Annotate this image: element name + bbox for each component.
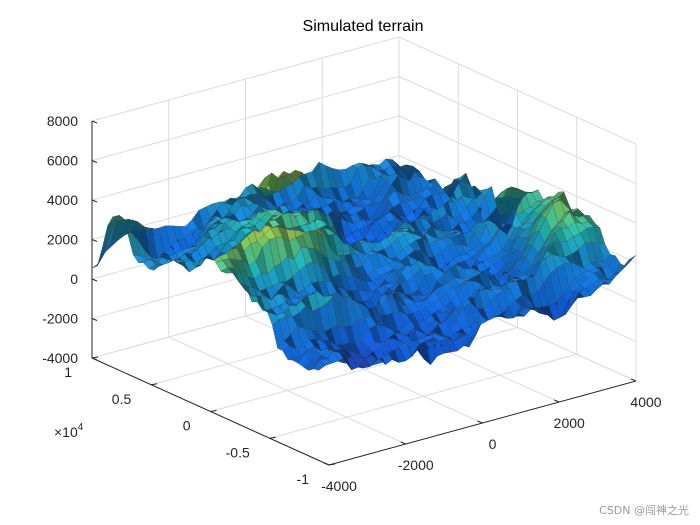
z-tick-mark xyxy=(91,160,98,163)
y-tick-mark xyxy=(328,463,336,466)
x-tick-label: -2000 xyxy=(398,457,434,473)
z-tick-mark xyxy=(91,120,98,124)
x-tick-label: -4000 xyxy=(321,478,357,494)
grid-line-side-z xyxy=(398,36,637,145)
y-tick-label: 0.5 xyxy=(112,391,132,407)
z-tick-label: 0 xyxy=(70,271,78,287)
z-tick-label: 6000 xyxy=(47,153,78,169)
x-tick-label: 0 xyxy=(489,436,497,452)
grid-line-side-z xyxy=(398,115,637,224)
z-axis-ticks: -4000 -2000 0 2000 4000 6000 8000 xyxy=(42,113,98,366)
x-tick-mark xyxy=(630,378,637,382)
y-tick-mark xyxy=(269,436,276,439)
x-axis-ticks: -4000 -2000 0 2000 4000 xyxy=(321,378,662,494)
y-axis-exponent-base: ×10 xyxy=(54,424,78,440)
y-axis-ticks: -1 -0.5 0 0.5 1 xyxy=(64,356,336,487)
x-tick-mark xyxy=(554,399,560,403)
watermark: CSDN @闯神之光 xyxy=(599,503,689,517)
grid-line-wall-z xyxy=(91,36,400,122)
y-tick-label: -1 xyxy=(297,471,310,487)
y-tick-label: -0.5 xyxy=(226,444,250,460)
z-tick-label: 2000 xyxy=(47,232,78,248)
y-axis-exponent: ×104 xyxy=(54,422,84,440)
x-tick-mark xyxy=(323,462,330,466)
x-tick-label: 2000 xyxy=(554,415,585,431)
y-tick-mark xyxy=(210,410,217,412)
z-tick-label: -2000 xyxy=(42,311,78,327)
grid-line-wall-z xyxy=(91,115,400,201)
z-tick-mark xyxy=(91,199,98,203)
y-tick-label: 1 xyxy=(64,364,72,380)
z-tick-mark xyxy=(91,318,98,321)
x-tick-mark xyxy=(477,420,483,424)
y-tick-mark xyxy=(151,383,158,386)
x-tick-label: 4000 xyxy=(630,394,661,410)
terrain-surface xyxy=(91,158,637,371)
chart-title: Simulated terrain xyxy=(303,18,424,35)
x-tick-mark xyxy=(400,441,406,445)
z-tick-mark xyxy=(91,239,98,242)
y-axis-exponent-power: 4 xyxy=(78,422,84,433)
grid-line-floor-y xyxy=(269,353,577,439)
z-tick-label: 8000 xyxy=(47,113,78,129)
y-tick-label: 0 xyxy=(183,418,191,434)
z-tick-label: 4000 xyxy=(47,192,78,208)
grid-line-wall-z xyxy=(91,76,400,161)
z-tick-label: -4000 xyxy=(42,350,78,366)
surface-patch xyxy=(91,254,104,269)
y-tick-mark xyxy=(91,356,99,359)
grid-line-side-z xyxy=(398,76,637,184)
z-tick-mark xyxy=(91,278,98,282)
